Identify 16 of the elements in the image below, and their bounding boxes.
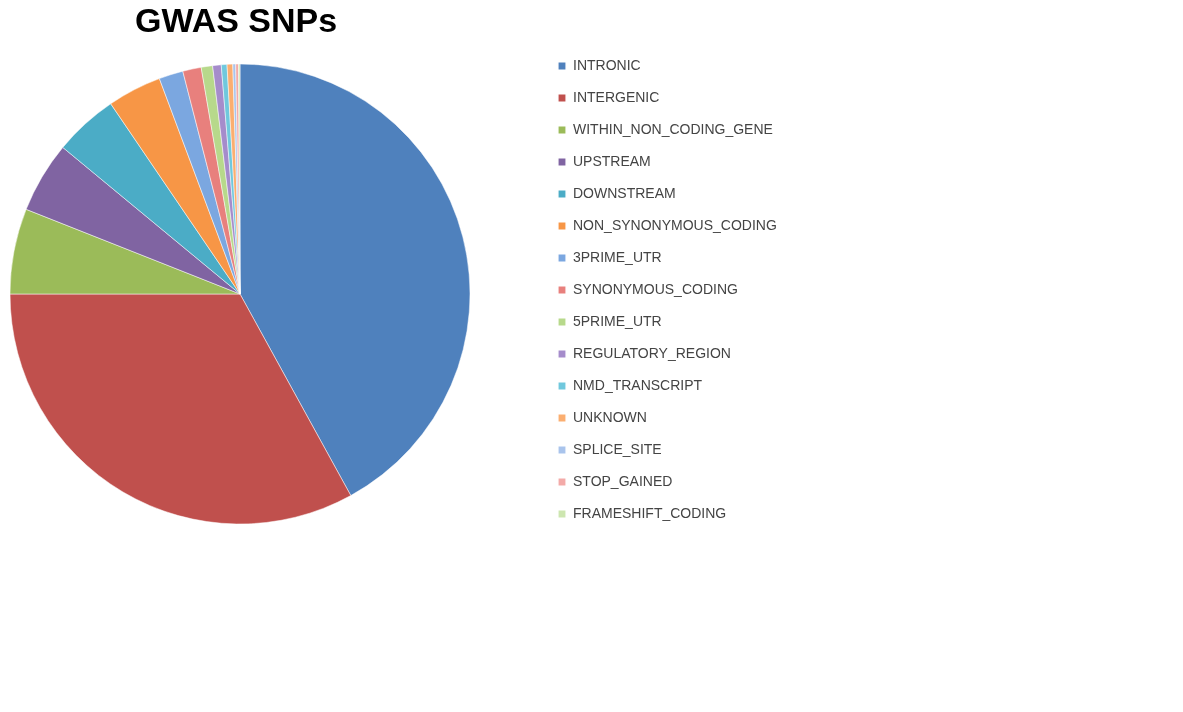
legend-label: STOP_GAINED xyxy=(573,473,673,489)
legend-label: DOWNSTREAM xyxy=(573,185,676,201)
legend-label: SYNONYMOUS_CODING xyxy=(573,281,738,297)
legend-label: SPLICE_SITE xyxy=(573,441,662,457)
legend-label: NMD_TRANSCRIPT xyxy=(573,377,703,393)
legend-label: UNKNOWN xyxy=(573,409,647,425)
legend-label: INTRONIC xyxy=(573,57,641,73)
legend-label: NON_SYNONYMOUS_CODING xyxy=(573,217,777,233)
chart-title: GWAS SNPs xyxy=(135,1,338,39)
legend-label: FRAMESHIFT_CODING xyxy=(573,505,727,521)
legend-label: INTERGENIC xyxy=(573,89,660,105)
legend-label: 5PRIME_UTR xyxy=(573,313,662,329)
legend-label: UPSTREAM xyxy=(573,153,651,169)
legend-label: REGULATORY_REGION xyxy=(573,345,731,361)
legend-label: 3PRIME_UTR xyxy=(573,249,662,265)
legend-label: WITHIN_NON_CODING_GENE xyxy=(573,121,773,137)
